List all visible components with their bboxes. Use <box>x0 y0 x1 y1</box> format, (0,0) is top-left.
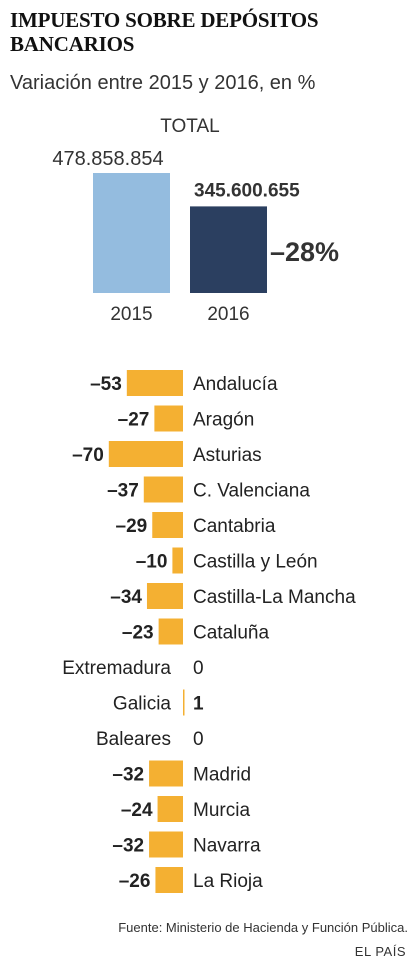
region-value-10: 0 <box>193 729 204 750</box>
region-bar-4 <box>152 512 183 538</box>
region-bar-6 <box>146 583 183 609</box>
region-bar-7 <box>158 618 183 645</box>
chart-subtitle: Variación entre 2015 y 2016, en % <box>10 72 316 94</box>
region-name-5: Castilla y León <box>193 552 318 573</box>
region-value-13: –32 <box>112 836 144 857</box>
total-year-label-2015: 2015 <box>110 304 152 325</box>
region-name-3: C. Valenciana <box>193 481 310 502</box>
region-name-6: Castilla-La Mancha <box>193 587 356 608</box>
region-value-5: –10 <box>136 552 168 573</box>
region-name-13: Navarra <box>193 836 261 857</box>
region-value-14: –26 <box>119 871 151 892</box>
region-value-12: –24 <box>121 800 153 821</box>
region-value-4: –29 <box>116 516 148 537</box>
region-value-6: –34 <box>110 587 142 608</box>
region-value-3: –37 <box>107 481 139 502</box>
region-name-12: Murcia <box>193 800 250 821</box>
region-value-1: –27 <box>118 410 150 431</box>
region-bar-2 <box>108 441 183 467</box>
total-value-label-2016: 345.600.655 <box>194 180 300 201</box>
region-bar-1 <box>154 405 183 432</box>
region-bar-3 <box>143 476 183 503</box>
region-name-11: Madrid <box>193 765 251 786</box>
brand-label: EL PAÍS <box>354 944 406 959</box>
region-value-0: –53 <box>90 374 122 395</box>
region-value-7: –23 <box>122 623 154 644</box>
region-name-10: Baleares <box>96 729 171 750</box>
region-name-2: Asturias <box>193 445 262 466</box>
region-bar-11 <box>149 760 183 787</box>
total-bar-2015 <box>93 173 170 293</box>
region-bar-9 <box>183 689 185 716</box>
region-bar-12 <box>157 796 183 822</box>
total-bar-2016 <box>190 206 267 293</box>
total-change-label: –28% <box>270 237 339 267</box>
region-value-9: 1 <box>193 694 204 715</box>
region-bar-5 <box>172 547 183 574</box>
source-note: Fuente: Ministerio de Hacienda y Función… <box>118 920 408 935</box>
region-value-2: –70 <box>72 445 104 466</box>
region-name-1: Aragón <box>193 410 254 431</box>
region-name-14: La Rioja <box>193 871 263 892</box>
total-value-label-2015: 478.858.854 <box>52 148 163 170</box>
total-year-label-2016: 2016 <box>207 304 249 325</box>
region-bar-13 <box>149 831 183 858</box>
region-value-8: 0 <box>193 658 204 679</box>
total-heading: TOTAL <box>160 116 219 137</box>
region-value-11: –32 <box>112 765 144 786</box>
region-name-4: Cantabria <box>193 516 276 537</box>
chart-title: IMPUESTO SOBRE DEPÓSITOS BANCARIOS <box>10 8 319 56</box>
region-name-0: Andalucía <box>193 374 278 395</box>
region-bar-0 <box>126 370 183 396</box>
region-bar-14 <box>155 867 183 893</box>
region-name-7: Cataluña <box>193 623 269 644</box>
region-name-9: Galicia <box>113 694 172 715</box>
region-name-8: Extremadura <box>62 658 171 679</box>
